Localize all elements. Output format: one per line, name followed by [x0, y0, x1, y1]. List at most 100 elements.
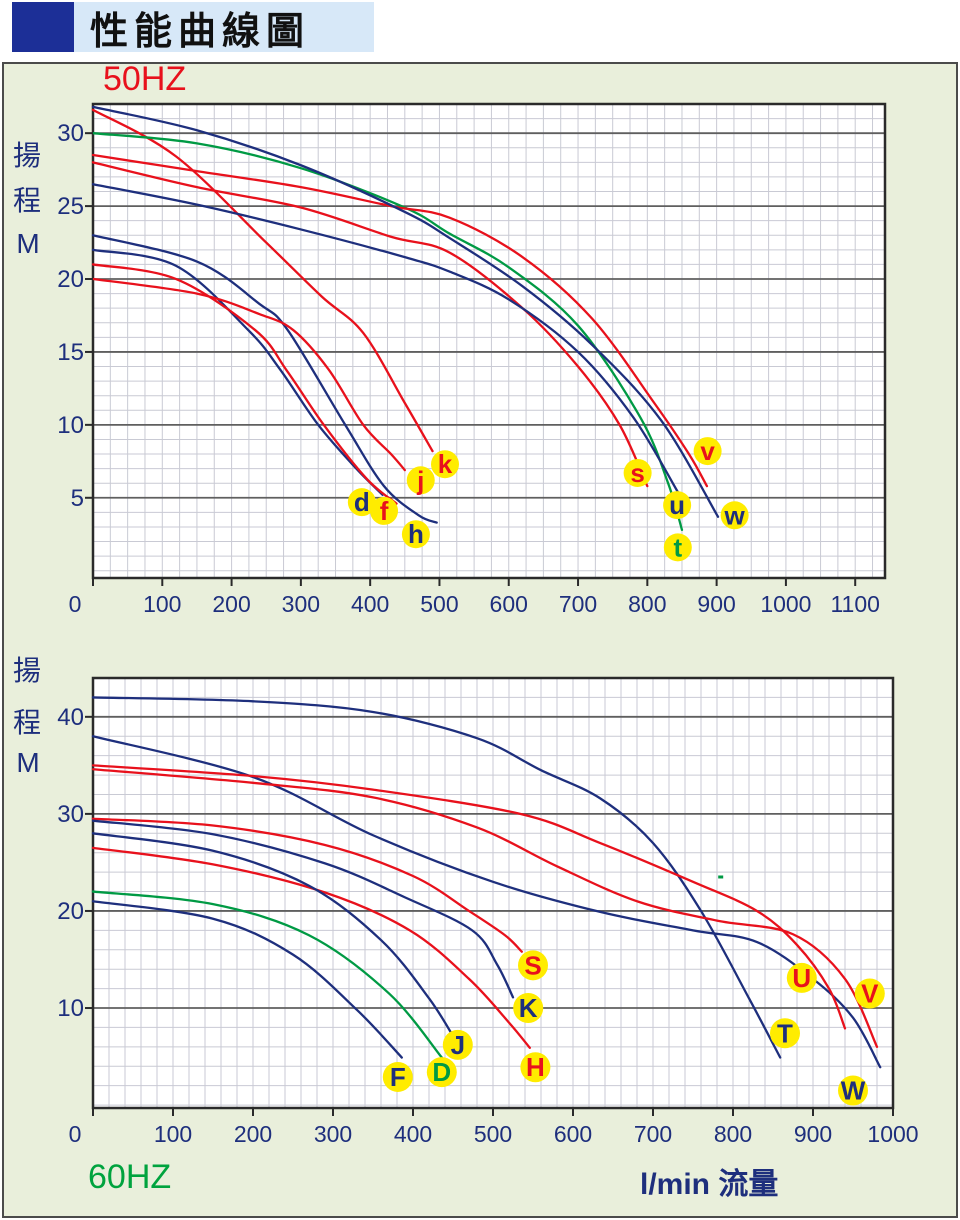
y-tick-label: 10	[57, 995, 84, 1022]
tag-circle-f	[370, 496, 399, 525]
tag-letter-H: H	[526, 1052, 545, 1082]
tag-circle-d	[347, 488, 376, 517]
curve-s	[91, 161, 649, 488]
tag-letter-t: t	[673, 532, 682, 562]
curve-U	[91, 764, 847, 1030]
y-tick-label: 30	[57, 801, 84, 828]
tag-circle-W	[838, 1075, 868, 1106]
curve-V	[91, 768, 879, 1048]
stray-mark	[718, 875, 724, 879]
x-tick-label: 100	[143, 591, 181, 617]
tag-letter-W: W	[841, 1076, 866, 1106]
tag-letter-K: K	[519, 993, 538, 1023]
tag-letter-f: f	[380, 496, 389, 526]
x-tick-label: 900	[794, 1121, 832, 1147]
grid-major	[93, 132, 885, 499]
plot-frame	[91, 102, 887, 580]
tag-letter-S: S	[524, 950, 541, 980]
tag-letter-U: U	[792, 963, 811, 993]
y-axis-label-char: M	[16, 228, 39, 259]
tag-circle-J	[442, 1029, 473, 1060]
x-axis-title: l/min 流量	[640, 1168, 778, 1201]
y-tick-label: 30	[57, 120, 84, 147]
y-axis-label-char: 揚	[13, 140, 41, 171]
tag-circle-w	[720, 501, 749, 530]
x-ticks	[92, 1108, 894, 1116]
x-tick-label: 1000	[867, 1121, 918, 1147]
tag-circle-s	[623, 458, 652, 487]
curve-K	[91, 819, 515, 999]
plot-area	[93, 104, 885, 578]
x-tick-label: 500	[420, 591, 458, 617]
y-tick-label: 20	[57, 266, 84, 293]
x-tick-label: 600	[490, 591, 528, 617]
chart-50hz: 0 100 200 300 400 500 600 700 800 900 1000 1100 5 10 1…	[13, 60, 887, 617]
curve-j	[91, 277, 406, 472]
curve-J	[91, 832, 457, 1042]
curve-H	[91, 846, 531, 1049]
tag-letter-h: h	[408, 519, 424, 549]
x-tick-label: 300	[282, 591, 320, 617]
tag-circle-j	[406, 466, 435, 495]
tag-circle-h	[401, 520, 430, 549]
y-tick-label: 15	[57, 339, 84, 366]
tag-letter-T: T	[777, 1018, 793, 1048]
tag-circle-k	[431, 450, 459, 479]
page-title: 性能曲線圖	[90, 10, 311, 53]
curve-S	[91, 817, 523, 953]
y-tick-label: 40	[57, 704, 84, 731]
tag-letter-d: d	[354, 487, 370, 517]
tag-letter-F: F	[390, 1062, 406, 1092]
curve-v	[91, 153, 709, 488]
tag-letter-k: k	[438, 449, 453, 479]
curve-D	[91, 890, 443, 1059]
x-tick-label: 300	[314, 1121, 352, 1147]
y-tick-label: 25	[57, 193, 84, 220]
curve-T	[91, 696, 782, 1059]
y-axis-label-char: 程	[13, 707, 41, 738]
x-tick-label: 700	[559, 591, 597, 617]
freq-label-60hz: 60HZ	[88, 1158, 171, 1196]
chart-60hz: 0 100 200 300 400 500 600 700 800 900 1000 10 20 30 40…	[13, 655, 919, 1201]
tag-letter-D: D	[432, 1057, 451, 1087]
x-ticks	[92, 578, 857, 586]
curve-h	[91, 234, 438, 524]
y-tick-label: 20	[57, 898, 84, 925]
x-tick-label: 900	[697, 591, 735, 617]
curve-t	[91, 132, 684, 532]
y-tick-label: 5	[71, 485, 84, 512]
tag-circle-U	[786, 962, 817, 993]
tag-circle-F	[382, 1061, 413, 1092]
y-ticks	[85, 715, 93, 1010]
tag-letter-v: v	[700, 436, 715, 466]
title-bar: 性能曲線圖	[74, 2, 374, 53]
curve-f	[91, 263, 398, 505]
y-axis-label-char: 程	[13, 185, 41, 216]
x-tick-label: 200	[212, 591, 250, 617]
tag-circle-u	[663, 491, 692, 520]
freq-label-50hz: 50HZ	[103, 60, 186, 98]
tag-letter-s: s	[630, 458, 644, 488]
x-tick-label: 0	[69, 591, 82, 617]
x-tick-label: 100	[154, 1121, 192, 1147]
curve-F	[91, 900, 403, 1059]
curve-W	[91, 735, 882, 1069]
tag-circle-K	[513, 993, 544, 1024]
tag-letter-u: u	[669, 490, 685, 520]
tag-letter-w: w	[724, 500, 746, 530]
y-axis-label-char: 揚	[13, 655, 41, 686]
tag-circle-t	[663, 533, 692, 562]
x-tick-label: 700	[634, 1121, 672, 1147]
y-ticks	[85, 132, 93, 499]
y-axis-label-char: M	[16, 747, 39, 778]
tag-letter-V: V	[861, 978, 879, 1008]
curve-k	[91, 108, 434, 453]
x-tick-label: 500	[474, 1121, 512, 1147]
tag-circle-V	[854, 978, 885, 1009]
tag-circle-T	[770, 1018, 800, 1049]
x-tick-label: 600	[554, 1121, 592, 1147]
x-tick-label: 800	[628, 591, 666, 617]
tag-circle-H	[520, 1052, 551, 1083]
x-tick-label: 400	[394, 1121, 432, 1147]
y-tick-label: 10	[57, 412, 84, 439]
